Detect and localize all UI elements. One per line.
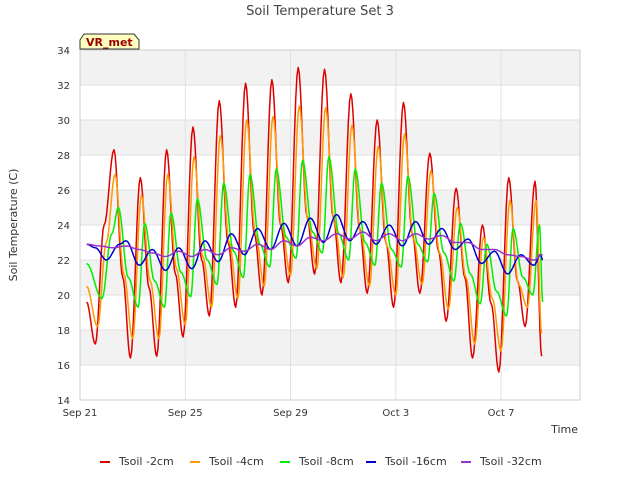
y-tick-label: 32 <box>57 81 70 92</box>
legend: Tsoil -2cm Tsoil -4cm Tsoil -8cm Tsoil -16c… <box>100 455 542 468</box>
series-line-tsoil-8cm <box>86 156 544 317</box>
y-axis-label: Soil Temperature (C) <box>7 169 20 282</box>
y-tick-label: 14 <box>57 396 70 407</box>
legend-entry: Tsoil -2cm <box>118 455 174 468</box>
plot-band <box>80 50 580 85</box>
y-tick-label: 22 <box>57 256 70 267</box>
x-tick-label: Oct 3 <box>382 408 409 419</box>
legend-entry: Tsoil -16cm <box>384 455 447 468</box>
y-tick-labels: 14 16 18 20 22 24 26 28 30 32 34 <box>57 46 70 407</box>
plot-bands <box>80 50 580 365</box>
x-tick-label: Sep 29 <box>273 408 308 419</box>
y-tick-label: 18 <box>57 326 70 337</box>
y-tick-label: 30 <box>57 116 70 127</box>
y-tick-label: 20 <box>57 291 70 302</box>
series-line-tsoil-2cm <box>85 66 543 373</box>
series-lines <box>85 66 544 373</box>
x-tick-label: Sep 21 <box>63 408 98 419</box>
x-tick-label: Oct 7 <box>488 408 515 419</box>
series-line-tsoil-32cm <box>86 231 543 261</box>
plot-band <box>80 120 580 155</box>
series-line-tsoil-4cm <box>86 105 543 352</box>
x-axis-label: Time <box>550 423 578 436</box>
y-tick-label: 24 <box>57 221 70 232</box>
y-tick-label: 34 <box>57 46 70 57</box>
y-tick-label: 28 <box>57 151 70 162</box>
annotation-shape <box>79 33 140 50</box>
legend-entry: Tsoil -32cm <box>479 455 542 468</box>
x-tick-labels: Sep 21 Sep 25 Sep 29 Oct 3 Oct 7 <box>63 408 515 419</box>
plot-frame <box>79 49 581 401</box>
annotation-label: VR_met <box>86 36 133 49</box>
x-tick-label: Sep 25 <box>168 408 203 419</box>
y-tick-label: 16 <box>57 361 70 372</box>
y-tick-label: 26 <box>57 186 70 197</box>
annotation-box: VR_met <box>79 33 140 50</box>
series-line-tsoil-16cm <box>86 213 544 275</box>
legend-entry: Tsoil -8cm <box>298 455 354 468</box>
legend-entry: Tsoil -4cm <box>208 455 264 468</box>
chart-title: Soil Temperature Set 3 <box>246 4 394 19</box>
